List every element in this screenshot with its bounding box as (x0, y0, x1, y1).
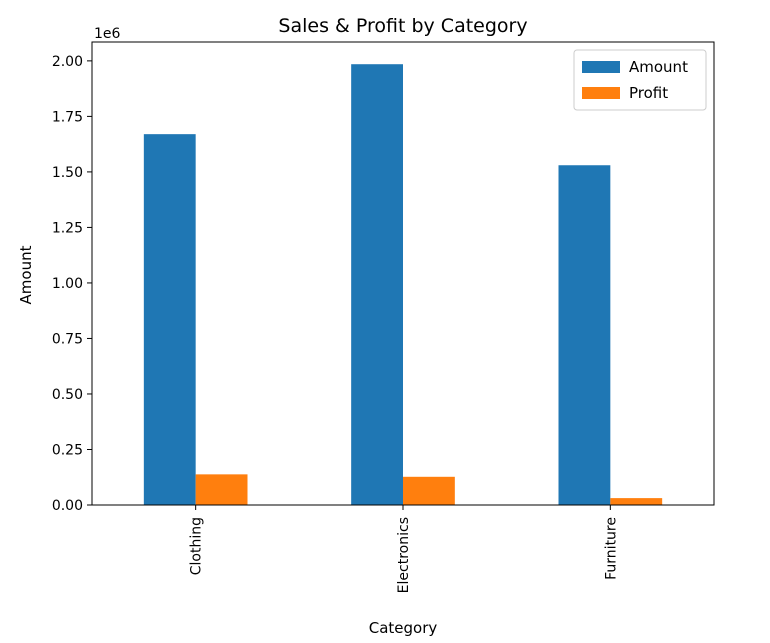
legend: Amount Profit (573, 49, 707, 111)
bar-profit-electronics (403, 476, 455, 505)
y-tick-label: 1.75 (52, 109, 83, 125)
legend-label-amount: Amount (629, 58, 688, 76)
bar-amount-furniture (558, 165, 611, 505)
x-axis-label: Category (369, 619, 438, 637)
plot-frame (91, 41, 715, 506)
x-ticks-group: Clothing Electronics Furniture (189, 505, 619, 593)
legend-label-profit: Profit (629, 84, 668, 102)
y-tick-label: 1.25 (52, 220, 83, 236)
x-tick-label: Furniture (603, 517, 619, 580)
y-tick-label: 0.00 (52, 498, 83, 514)
y-tick-label: 0.50 (52, 387, 83, 403)
chart-title: Sales & Profit by Category (278, 15, 527, 37)
x-tick-label: Electronics (396, 517, 412, 593)
x-tick-label: Clothing (189, 517, 205, 575)
y-axis-label: Amount (17, 245, 35, 304)
y-ticks-group: 0.00 0.25 0.50 0.75 1.00 1.25 1.50 1.75 2.00 (52, 54, 92, 514)
legend-swatch-profit (582, 87, 620, 99)
legend-swatch-amount (582, 61, 620, 73)
y-axis-offset-label: 1e6 (94, 26, 121, 42)
y-tick-label: 0.75 (52, 331, 83, 347)
bars-group (143, 64, 663, 505)
bar-amount-clothing (143, 134, 196, 505)
bar-amount-electronics (351, 64, 403, 505)
bar-profit-clothing (195, 474, 248, 505)
bar-profit-furniture (610, 498, 663, 505)
y-tick-label: 1.50 (52, 165, 83, 181)
y-tick-label: 1.00 (52, 276, 83, 292)
y-tick-label: 2.00 (52, 54, 83, 70)
y-tick-label: 0.25 (52, 442, 83, 458)
